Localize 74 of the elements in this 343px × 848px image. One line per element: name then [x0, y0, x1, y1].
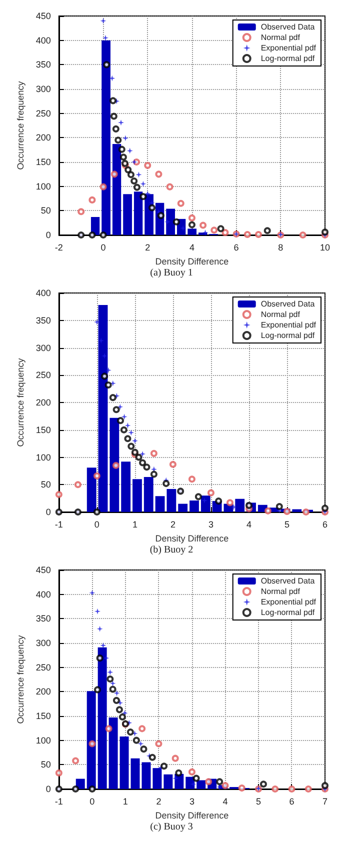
y-tick-label: 150	[36, 157, 51, 167]
x-tick-label: 4	[189, 242, 194, 252]
y-tick-label: 250	[36, 108, 51, 118]
y-tick-label: 300	[36, 638, 51, 648]
x-tick-label: 8	[278, 242, 284, 252]
legend-label: Log-normal pdf	[260, 54, 316, 63]
legend-label: Observed Data	[260, 576, 316, 586]
text: (b) Buoy 2	[150, 544, 194, 556]
x-tick-label: 0	[90, 796, 95, 806]
y-tick-label: 450	[36, 565, 51, 575]
x-axis-title: Density Difference	[155, 533, 229, 544]
text: (a) Buoy 1	[150, 268, 193, 278]
y-tick-label: 50	[40, 760, 51, 770]
y-axis-title: Occurrence frequency	[16, 358, 26, 447]
legend-label: Exponential pdf	[260, 44, 317, 52]
x-tick-label: -1	[54, 796, 63, 806]
x-tick-label: 1	[132, 520, 138, 530]
y-tick-label: 350	[36, 60, 51, 70]
y-tick-label: 100	[36, 181, 51, 192]
x-axis-title: Density Difference	[155, 810, 229, 820]
y-tick-label: 350	[36, 614, 51, 624]
legend-label: Observed Data	[260, 22, 316, 32]
legend-label: Exponential pdf	[260, 598, 317, 606]
y-axis-title: Occurrence frequency	[16, 634, 26, 724]
x-axis-title: Density Difference	[155, 256, 229, 266]
x-tick-label: 0	[94, 520, 100, 530]
x-tick-label: 5	[284, 520, 290, 530]
y-tick-label: 50	[40, 480, 51, 490]
x-tick-label: 2	[145, 242, 150, 252]
x-tick-label: 6	[234, 242, 239, 252]
x-tick-label: 6	[322, 520, 328, 530]
x-tick-label: 2	[156, 796, 162, 806]
y-tick-label: 150	[36, 424, 51, 435]
x-tick-label: 5	[256, 796, 261, 806]
y-tick-label: 100	[36, 452, 51, 462]
x-tick-label: 4	[246, 520, 252, 530]
legend-label: Log-normal pdf	[260, 331, 316, 340]
x-tick-label: 7	[322, 796, 328, 806]
x-tick-label: 6	[289, 796, 294, 806]
x-tick-label: -2	[54, 242, 63, 252]
legend-label: Normal pdf	[260, 310, 301, 319]
y-tick-label: 250	[36, 370, 51, 380]
y-tick-label: 450	[36, 11, 51, 21]
y-tick-label: 0	[46, 784, 51, 794]
y-tick-label: 200	[36, 398, 51, 408]
y-tick-label: 300	[36, 342, 51, 353]
y-tick-label: 400	[36, 589, 51, 600]
y-tick-label: 250	[36, 662, 51, 672]
y-tick-label: 200	[36, 686, 51, 697]
y-tick-label: 50	[40, 206, 51, 216]
legend-label: Exponential pdf	[260, 320, 317, 330]
x-tick-label: 3	[208, 520, 214, 530]
y-tick-label: 0	[46, 230, 51, 240]
y-tick-label: 300	[36, 84, 51, 94]
legend-label: Observed Data	[260, 300, 316, 308]
y-tick-label: 400	[36, 288, 51, 298]
legend-label: Normal pdf	[260, 587, 301, 596]
x-tick-label: 1	[122, 796, 128, 806]
y-tick-label: 350	[36, 315, 51, 326]
y-tick-label: 200	[36, 132, 51, 143]
x-tick-label: 0	[100, 242, 106, 252]
x-tick-label: 10	[320, 242, 330, 252]
y-axis-title: Occurrence frequency	[16, 80, 26, 170]
legend-label: Log-normal pdf	[260, 608, 316, 617]
x-tick-label: 2	[170, 520, 176, 530]
legend-label: Normal pdf	[260, 33, 301, 42]
y-tick-label: 100	[36, 735, 51, 746]
y-tick-label: 0	[46, 507, 51, 517]
y-tick-label: 150	[36, 711, 51, 721]
y-tick-label: 400	[36, 35, 51, 46]
x-tick-label: 3	[189, 796, 194, 806]
text: (c) Buoy 3	[150, 822, 193, 832]
x-tick-label: 4	[222, 796, 228, 806]
x-tick-label: -1	[54, 520, 63, 530]
